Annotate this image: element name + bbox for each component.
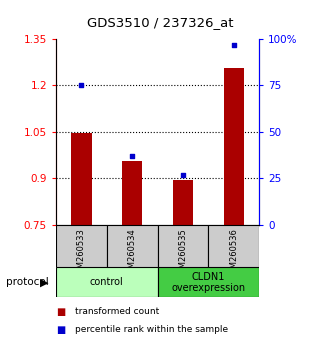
Text: ■: ■	[56, 307, 65, 316]
Bar	[122, 161, 142, 225]
Text: GDS3510 / 237326_at: GDS3510 / 237326_at	[87, 16, 233, 29]
Text: GSM260534: GSM260534	[128, 228, 137, 279]
Bar	[107, 225, 158, 267]
Text: ■: ■	[56, 325, 65, 335]
Text: percentile rank within the sample: percentile rank within the sample	[75, 325, 228, 335]
Bar	[173, 180, 193, 225]
Bar	[158, 267, 259, 297]
Point	[180, 172, 186, 177]
Point	[79, 82, 84, 88]
Bar	[56, 267, 158, 297]
Text: control: control	[90, 277, 124, 287]
Bar	[224, 68, 244, 225]
Text: GSM260533: GSM260533	[77, 228, 86, 279]
Text: GSM260535: GSM260535	[179, 228, 188, 279]
Bar	[158, 225, 208, 267]
Bar	[71, 133, 92, 225]
Text: GSM260536: GSM260536	[229, 228, 238, 279]
Point	[231, 42, 236, 47]
Bar	[208, 225, 259, 267]
Text: ▶: ▶	[40, 277, 49, 287]
Text: CLDN1
overexpression: CLDN1 overexpression	[171, 272, 245, 293]
Text: transformed count: transformed count	[75, 307, 159, 316]
Text: protocol: protocol	[6, 277, 49, 287]
Bar	[56, 225, 107, 267]
Point	[130, 153, 135, 159]
